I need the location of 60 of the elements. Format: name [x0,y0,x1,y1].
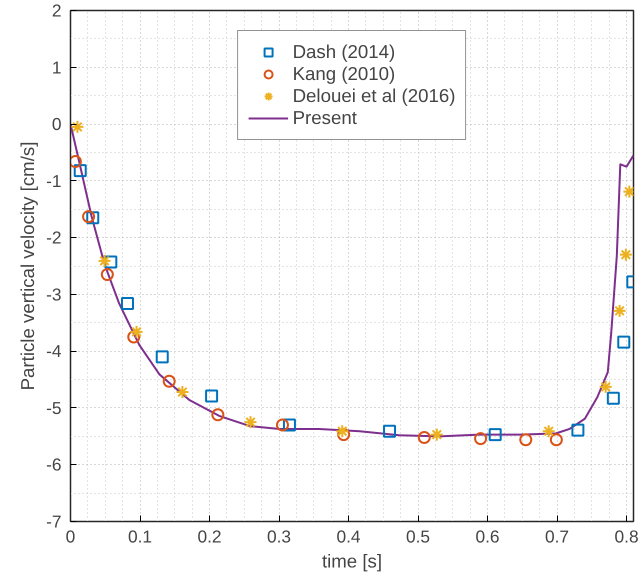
x-tick-label: 0.7 [545,526,570,546]
x-axis-title: time [s] [322,550,382,572]
legend-label: Delouei et al (2016) [292,85,456,107]
point [335,424,350,438]
point [337,428,350,442]
point [211,408,224,422]
point [276,418,289,432]
point [175,385,190,400]
y-tick-label: 2 [52,0,62,20]
point [162,374,176,388]
point [205,390,218,403]
x-tick-label: 0.6 [475,526,500,546]
point [70,120,84,134]
point [612,304,627,318]
point [156,350,169,364]
point [571,424,584,437]
point [617,336,630,349]
y-tick-label: 1 [52,57,62,78]
point [383,424,396,438]
point [606,392,620,405]
y-tick-label: -2 [46,228,62,248]
x-tick-label: 0.2 [197,526,222,546]
y-tick-label: -4 [46,341,62,362]
x-tick-label: 0.3 [266,526,292,546]
y-tick-label: 0 [52,114,62,134]
line-series [70,123,634,438]
point [282,418,296,432]
x-tick-label: 0.4 [336,526,361,546]
point [120,296,134,310]
point [550,433,563,446]
point [430,428,444,442]
point [82,210,96,224]
point [130,324,144,339]
point [418,430,431,444]
point [100,268,114,282]
point [98,254,112,268]
y-tick-label: -5 [46,398,62,418]
y-tick-label: -7 [46,512,62,532]
x-tick-label: 0 [66,526,76,546]
legend-label: Present [292,107,357,129]
legend-label: Kang (2010) [292,63,396,85]
y-tick-label: -3 [46,284,62,304]
point [488,428,502,442]
y-tick-label: -1 [46,170,62,191]
point [542,424,556,438]
point [104,256,118,269]
x-tick-label: 0.5 [406,526,430,546]
y-axis-title: Particle vertical velocity [cm/s] [17,142,38,390]
x-tick-label: 0.1 [128,526,152,546]
point [519,433,532,446]
point [127,330,140,344]
y-tick-label: -6 [46,454,62,475]
point [86,211,100,224]
point [74,164,87,178]
point [598,380,613,394]
x-tick-label: 0.8 [614,526,639,546]
legend-label: Dash (2014) [292,41,396,63]
point [244,415,258,430]
point [618,248,633,262]
point [474,432,488,446]
